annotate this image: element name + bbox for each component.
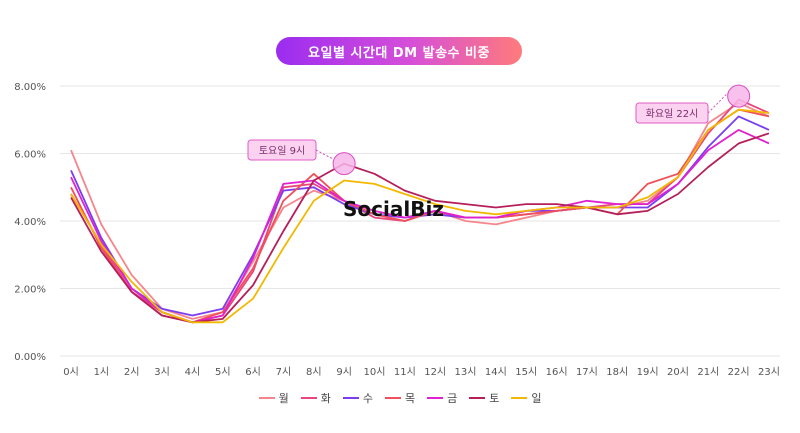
x-tick-label: 16시 [546, 366, 568, 378]
legend-swatch [258, 397, 275, 399]
annotations: 토요일 9시 화요일 22시 [247, 84, 751, 176]
legend-swatch [342, 397, 359, 399]
x-tick-label: 2시 [124, 366, 140, 378]
x-tick-label: 11시 [394, 366, 416, 378]
x-tick-label: 0시 [63, 366, 79, 378]
legend-label: 일 [531, 392, 542, 405]
legend-item: 월 [258, 390, 289, 406]
annotation-label: 화요일 22시 [646, 108, 699, 120]
y-axis-ticks: 0.00% 2.00% 4.00% 6.00% 8.00% [14, 82, 46, 363]
legend-swatch [511, 397, 528, 399]
annotation-pointer [315, 149, 335, 161]
x-tick-label: 21시 [697, 366, 719, 378]
legend-label: 금 [447, 392, 458, 405]
annotation-marker [727, 84, 751, 108]
x-tick-label: 14시 [485, 366, 507, 378]
x-tick-label: 9시 [336, 366, 352, 378]
x-tick-label: 13시 [455, 366, 477, 378]
x-tick-label: 1시 [94, 366, 110, 378]
legend-swatch [300, 397, 317, 399]
series-lines [70, 98, 770, 324]
legend-label: 토 [489, 392, 500, 405]
x-tick-label: 19시 [637, 366, 659, 378]
series-line-금 [70, 128, 770, 324]
legend-item: 수 [342, 390, 373, 406]
y-tick-label: 8.00% [14, 82, 46, 93]
legend-label: 수 [362, 392, 373, 405]
legend-item: 화 [300, 390, 331, 406]
x-tick-label: 20시 [667, 366, 689, 378]
x-tick-label: 22시 [728, 366, 750, 378]
x-tick-label: 8시 [306, 366, 322, 378]
y-tick-label: 0.00% [14, 352, 46, 363]
legend-label: 월 [278, 392, 289, 405]
watermark-logo: SocialBiz [343, 197, 444, 221]
legend-label: 화 [320, 392, 331, 405]
x-tick-label: 15시 [515, 366, 537, 378]
series-line-일 [70, 108, 770, 324]
chart-title: 요일별 시간대 DM 발송수 비중 [276, 37, 522, 65]
x-tick-label: 12시 [424, 366, 446, 378]
y-tick-label: 4.00% [14, 217, 46, 228]
legend-label: 목 [404, 392, 416, 405]
legend-swatch [384, 397, 401, 399]
x-axis-ticks: 0시 1시 2시 3시 4시 5시 6시 7시 8시 9시 10시 11시 12시 13시 14시 15시 16… [63, 366, 780, 378]
legend-item: 토 [469, 390, 499, 406]
annotation-box [635, 102, 709, 124]
series-line-토 [70, 132, 770, 324]
y-tick-label: 6.00% [14, 150, 46, 161]
x-tick-label: 4시 [185, 366, 201, 378]
x-tick-label: 5시 [215, 366, 231, 378]
grid-lines [60, 85, 780, 357]
x-tick-label: 7시 [276, 366, 292, 378]
legend-item: 일 [511, 390, 541, 406]
x-tick-label: 23시 [758, 366, 780, 378]
x-tick-label: 3시 [154, 366, 170, 378]
legend-item: 금 [427, 390, 457, 406]
annotation-pointer [707, 91, 730, 114]
x-tick-label: 6시 [245, 366, 261, 378]
legend-swatch [469, 397, 486, 399]
y-tick-label: 2.00% [14, 285, 46, 296]
annotation-label: 토요일 9시 [259, 145, 305, 157]
x-tick-label: 18시 [606, 366, 628, 378]
x-tick-label: 17시 [576, 366, 598, 378]
legend-swatch [427, 397, 444, 399]
annotation-box [247, 139, 317, 161]
annotation-marker [332, 152, 356, 176]
x-tick-label: 10시 [364, 366, 386, 378]
legend-item: 목 [384, 390, 416, 406]
